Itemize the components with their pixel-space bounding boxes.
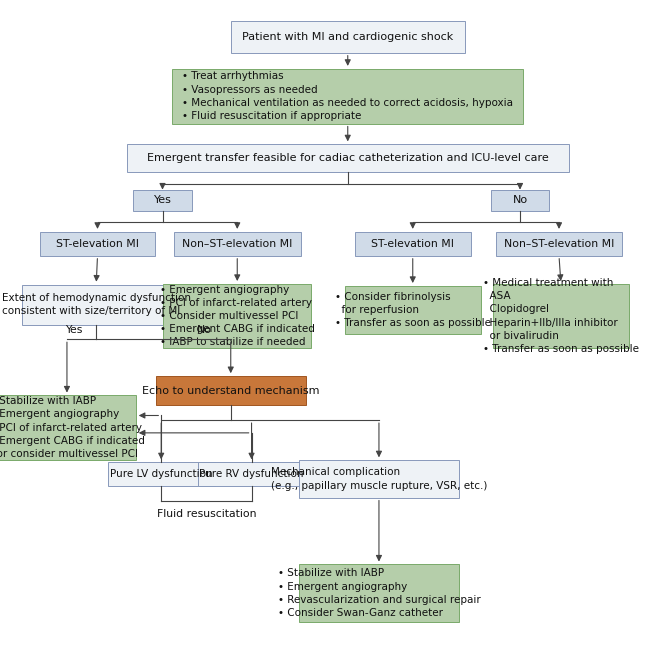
FancyBboxPatch shape: [198, 462, 306, 486]
FancyBboxPatch shape: [156, 376, 306, 405]
FancyBboxPatch shape: [344, 286, 481, 334]
Text: • Medical treatment with
  ASA
  Clopidogrel
  Heparin+IIb/IIIa inhibitor
  or b: • Medical treatment with ASA Clopidogrel…: [483, 278, 639, 354]
FancyBboxPatch shape: [355, 232, 471, 256]
Text: Pure RV dysfunction: Pure RV dysfunction: [200, 470, 304, 479]
Text: No: No: [512, 196, 528, 205]
Text: Non–ST-elevation MI: Non–ST-elevation MI: [504, 239, 614, 248]
FancyBboxPatch shape: [107, 462, 214, 486]
FancyBboxPatch shape: [133, 190, 192, 211]
Text: Pure LV dysfunction: Pure LV dysfunction: [110, 470, 213, 479]
Text: • Treat arrhythmias
• Vasopressors as needed
• Mechanical ventilation as needed : • Treat arrhythmias • Vasopressors as ne…: [182, 71, 514, 121]
Text: Mechanical complication
(e.g., papillary muscle rupture, VSR, etc.): Mechanical complication (e.g., papillary…: [271, 468, 487, 490]
Text: Patient with MI and cardiogenic shock: Patient with MI and cardiogenic shock: [242, 32, 454, 41]
FancyBboxPatch shape: [0, 395, 136, 460]
FancyBboxPatch shape: [22, 285, 170, 325]
Text: • Emergent angiography
• PCI of infarct-related artery
• Consider multivessel PC: • Emergent angiography • PCI of infarct-…: [160, 285, 315, 347]
Text: ST-elevation MI: ST-elevation MI: [56, 239, 139, 248]
Text: Emergent transfer feasible for cadiac catheterization and ICU-level care: Emergent transfer feasible for cadiac ca…: [147, 154, 549, 163]
FancyBboxPatch shape: [127, 144, 569, 172]
Text: Extent of hemodynamic dysfunction
consistent with size/territory of MI: Extent of hemodynamic dysfunction consis…: [2, 293, 190, 316]
Text: Non–ST-elevation MI: Non–ST-elevation MI: [182, 239, 292, 248]
Text: Yes: Yes: [65, 325, 82, 335]
Text: Echo to understand mechanism: Echo to understand mechanism: [142, 386, 320, 395]
FancyBboxPatch shape: [163, 284, 311, 348]
FancyBboxPatch shape: [231, 21, 465, 53]
FancyBboxPatch shape: [174, 232, 300, 256]
FancyBboxPatch shape: [172, 69, 523, 124]
FancyBboxPatch shape: [495, 232, 623, 256]
Text: ST-elevation MI: ST-elevation MI: [371, 239, 454, 248]
FancyBboxPatch shape: [40, 232, 155, 256]
FancyBboxPatch shape: [493, 284, 629, 348]
Text: Fluid resuscitation: Fluid resuscitation: [157, 510, 256, 519]
Text: No: No: [197, 325, 213, 335]
Text: • Stabilize with IABP
• Emergent angiography
• Revascularization and surgical re: • Stabilize with IABP • Emergent angiogr…: [278, 568, 480, 618]
Text: • Consider fibrinolysis
  for reperfusion
• Transfer as soon as possible: • Consider fibrinolysis for reperfusion …: [335, 292, 491, 328]
FancyBboxPatch shape: [299, 460, 459, 498]
Text: Yes: Yes: [153, 196, 172, 205]
FancyBboxPatch shape: [491, 190, 549, 211]
FancyBboxPatch shape: [299, 564, 459, 622]
Text: • Stabilize with IABP
• Emergent angiography
• PCI of infarct-related artery
• E: • Stabilize with IABP • Emergent angiogr…: [0, 396, 144, 459]
